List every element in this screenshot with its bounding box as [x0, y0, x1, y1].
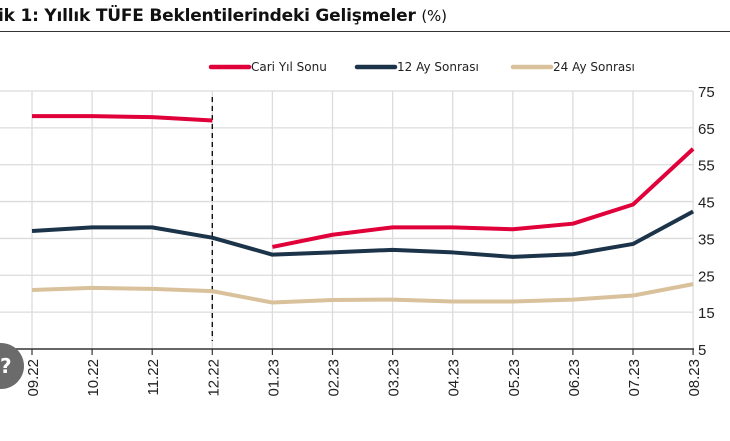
chart-title-text: ik 1: Yıllık TÜFE Beklentilerindeki Geli… [0, 6, 416, 26]
legend-label: 12 Ay Sonrası [397, 60, 479, 74]
y-tick-label: 55 [698, 158, 715, 175]
x-tick-label: 10.22 [85, 359, 102, 397]
legend-label: Cari Yıl Sonu [251, 60, 327, 74]
x-tick-label: 09.22 [25, 359, 42, 397]
title-underline [0, 31, 730, 32]
overlay-icon: ? [0, 354, 12, 378]
y-tick-label: 5 [698, 342, 706, 359]
x-tick-label: 01.23 [265, 359, 282, 397]
x-tick-label: 08.23 [686, 359, 703, 397]
x-tick-label: 07.23 [626, 359, 643, 397]
y-tick-label: 45 [698, 195, 715, 212]
series-line-0 [272, 147, 695, 249]
series-line-1 [31, 209, 695, 259]
x-tick-label: 03.23 [386, 359, 403, 397]
y-tick-label: 75 [698, 84, 715, 101]
x-tick-label: 11.22 [145, 359, 162, 395]
chart-title-unit: (%) [421, 7, 447, 25]
x-tick-label: 05.23 [506, 359, 523, 397]
x-tick-label: 06.23 [566, 359, 583, 397]
series-line-2 [31, 282, 694, 305]
y-tick-label: 15 [698, 305, 715, 322]
y-tick-label: 25 [698, 268, 715, 285]
x-tick-label: 12.22 [205, 359, 222, 397]
chart-title: ik 1: Yıllık TÜFE Beklentilerindeki Geli… [0, 6, 447, 26]
series-line-0 [32, 114, 213, 123]
x-tick-label: 04.23 [446, 359, 463, 397]
y-tick-label: 35 [698, 231, 715, 248]
legend-label: 24 Ay Sonrası [553, 60, 635, 74]
y-tick-label: 65 [698, 121, 715, 138]
x-tick-label: 02.23 [326, 359, 343, 397]
